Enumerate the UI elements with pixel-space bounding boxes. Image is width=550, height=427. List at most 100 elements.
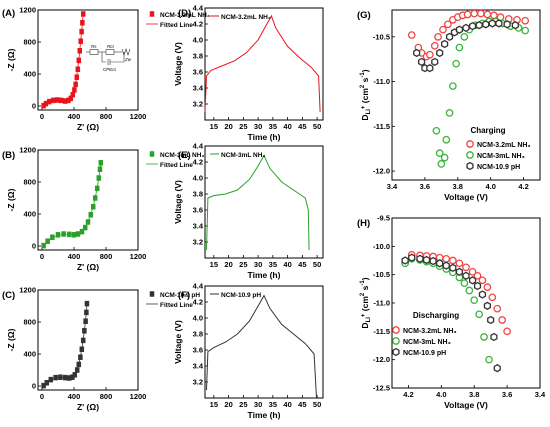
x-axis-label: Time (h) xyxy=(248,132,281,142)
y-axis-label: -Z (Ω) xyxy=(6,188,16,211)
data-point xyxy=(473,271,482,280)
y-tick-label: 3.8 xyxy=(193,52,203,61)
x-tick-label: 50 xyxy=(313,122,321,131)
data-point xyxy=(432,126,441,135)
x-tick-label: 45 xyxy=(298,122,306,131)
data-point xyxy=(503,20,511,29)
data-point xyxy=(408,253,416,262)
data-point xyxy=(483,10,492,19)
y-label-part: 2 xyxy=(360,84,366,88)
x-axis-label: Voltage (V) xyxy=(444,400,488,410)
y-label-part: 2 xyxy=(360,292,366,296)
mode-annotation: Charging xyxy=(470,126,505,135)
data-point xyxy=(442,261,450,270)
panel-label: (C) xyxy=(2,290,15,301)
y-tick-label: 4.2 xyxy=(193,298,203,307)
x-tick-label: 3.6 xyxy=(420,182,430,191)
y-label-part: -1 xyxy=(360,72,366,78)
y-axis-label: -Z (Ω) xyxy=(6,328,16,351)
data-point xyxy=(401,256,409,265)
data-point xyxy=(470,9,479,18)
plot-frame xyxy=(204,145,324,259)
data-point xyxy=(441,39,449,49)
legend-label: NCM-3.2mL NH₃ xyxy=(403,328,457,335)
panel-label: (H) xyxy=(357,218,370,229)
plot-frame xyxy=(204,7,324,121)
inset-label: Zw xyxy=(124,57,132,62)
y-tick-label: 4.2 xyxy=(193,158,203,167)
y-tick-label: 3.4 xyxy=(193,362,204,371)
warburg-element xyxy=(121,48,131,56)
legend-label: NCM-10.9 pH xyxy=(160,292,200,299)
y-tick-label: 4.4 xyxy=(193,4,204,13)
x-tick-label: 45 xyxy=(298,400,306,409)
data-point xyxy=(498,316,507,324)
inset-label: Rct xyxy=(107,44,114,49)
y-axis-label: -Z (Ω) xyxy=(6,48,16,71)
legend-label: NCM-3mL NH₃ xyxy=(160,152,204,159)
y-label-part: ) xyxy=(360,277,370,280)
x-tick-label: 3.4 xyxy=(387,182,398,191)
plot-frame xyxy=(391,9,541,181)
x-tick-label: 3.8 xyxy=(453,182,463,191)
data-point xyxy=(466,151,474,159)
legend-label: NCM-3.2mL NH₃ xyxy=(477,142,531,149)
data-point xyxy=(392,326,400,334)
y-tick-label: 1200 xyxy=(19,146,36,155)
y-tick-label: 3.6 xyxy=(193,206,203,215)
data-point xyxy=(511,21,519,30)
x-tick-label: 400 xyxy=(68,392,81,401)
x-tick-label: 400 xyxy=(68,252,81,261)
y-label-part: + xyxy=(361,105,367,109)
data-point xyxy=(460,32,469,41)
data-point xyxy=(485,355,493,364)
resistor-rs xyxy=(89,49,99,55)
x-tick-label: 20 xyxy=(224,260,232,269)
data-point xyxy=(521,26,530,35)
y-tick-label: 3.6 xyxy=(193,68,203,77)
fitted-line xyxy=(43,303,88,386)
x-tick-label: 0 xyxy=(40,112,44,121)
y-tick-label: 400 xyxy=(23,350,36,359)
panel-f: (F) 15 20 25 30 35 40 45 50 3.2 3.4 3.6 3.8 4.0 4.2 4.4… xyxy=(173,282,324,420)
x-tick-label: 35 xyxy=(269,400,277,409)
x-axis-label: Z' (Ω) xyxy=(77,122,99,132)
data-point xyxy=(473,281,482,291)
panel-label: (G) xyxy=(357,10,371,21)
x-tick-label: 50 xyxy=(313,260,321,269)
y-label-part: -1 xyxy=(360,280,366,286)
y-label-part: (cm xyxy=(360,296,370,314)
plot-frame xyxy=(37,149,139,251)
data-point xyxy=(462,23,470,33)
x-tick-label: 45 xyxy=(298,260,306,269)
x-tick-label: 25 xyxy=(239,400,247,409)
panel-label: (B) xyxy=(2,150,15,161)
data-point xyxy=(482,20,490,29)
data-point xyxy=(435,149,444,158)
data-point xyxy=(490,11,498,20)
x-tick-label: 15 xyxy=(210,400,218,409)
data-point xyxy=(436,259,444,268)
y-tick-label: 1200 xyxy=(19,286,36,295)
x-tick-label: 800 xyxy=(100,252,113,261)
x-tick-label: 30 xyxy=(254,400,262,409)
data-point xyxy=(440,153,449,162)
data-point xyxy=(455,267,464,276)
legend-label: NCM-3.2mL NH₃ xyxy=(221,14,271,21)
x-tick-label: 0 xyxy=(40,392,44,401)
y-tick-label: -11.0 xyxy=(373,299,390,308)
y-label-part: + xyxy=(361,313,367,317)
data-point xyxy=(480,333,488,341)
x-tick-label: 25 xyxy=(239,122,247,131)
data-point xyxy=(431,57,439,67)
voltage-curve xyxy=(206,154,310,251)
legend-label: NCM-3mL NH₃ xyxy=(221,152,265,159)
data-point xyxy=(448,82,457,90)
panel-label: (F) xyxy=(178,290,190,301)
x-tick-label: 4.0 xyxy=(436,390,446,399)
data-point xyxy=(503,327,511,336)
data-point xyxy=(149,151,155,157)
data-point xyxy=(488,19,496,28)
x-tick-label: 4.0 xyxy=(485,182,495,191)
panel-g: (G) 3.4 3.6 3.8 4.0 4.2 -10.5 -11.0 -11.5 -12.0 Vo… xyxy=(357,9,541,202)
